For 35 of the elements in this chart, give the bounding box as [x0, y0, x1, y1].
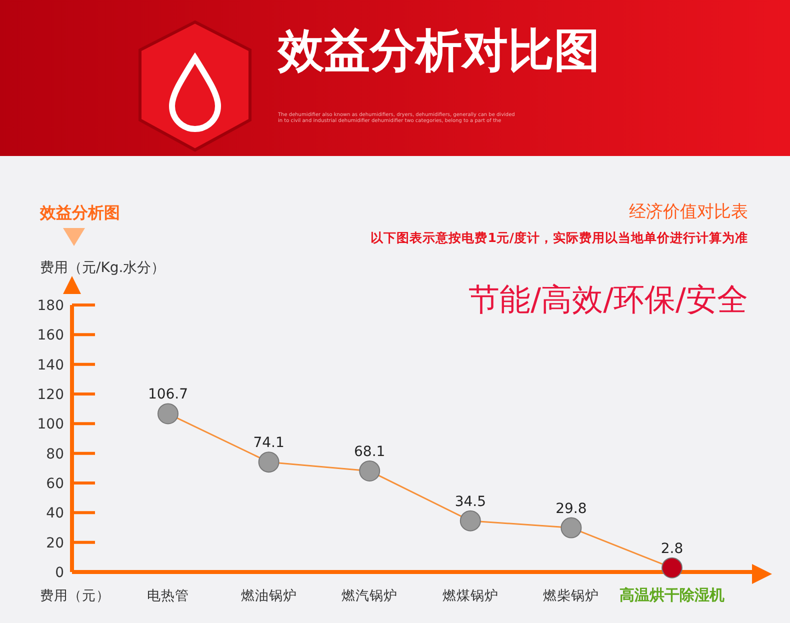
text: 以下图表示意按电费1元/度计，实际费用以当地单价进行计算为准	[370, 230, 748, 245]
x-tick-label: 燃柴锅炉	[543, 588, 600, 604]
point	[258, 452, 280, 473]
data-label: 74.1	[253, 435, 284, 452]
text: 经济价值对比表	[629, 202, 748, 222]
data-label: 2.8	[660, 540, 684, 557]
y-tick-label: 20	[46, 535, 64, 552]
y-tick-label: 0	[55, 565, 64, 581]
x-tick-label: 燃油锅炉	[240, 588, 297, 604]
point	[359, 460, 380, 482]
y-tick-label: 40	[46, 506, 64, 522]
data-label: 106.7	[148, 386, 188, 403]
y-tick-label: 60	[46, 476, 64, 492]
x-axis-title: 费用（元）	[40, 588, 110, 604]
y-tick-label: 160	[37, 328, 64, 344]
x-tick-label: 电热管	[147, 588, 189, 604]
x-tick-label: 燃汽锅炉	[342, 588, 398, 604]
data-label: 68.1	[354, 444, 386, 460]
data-label: 34.5	[454, 494, 486, 510]
point	[560, 517, 582, 538]
point	[158, 403, 178, 424]
point	[460, 510, 481, 532]
annotation: 节能/高效/环保/安全	[468, 282, 748, 318]
y-tick-label: 100	[37, 416, 64, 433]
y-tick-label: 180	[37, 298, 64, 314]
point	[662, 557, 682, 578]
y-axis-title: 费用（元/Kg.水分）	[40, 260, 166, 276]
chart-title: 效益分析对比图	[277, 23, 600, 77]
chart-subtitle: 效益分析图	[39, 203, 120, 222]
y-tick-label: 120	[37, 387, 64, 403]
x-tick-label: 燃煤锅炉	[442, 588, 498, 604]
x-tick-label: 高温烘干除湿机	[620, 586, 724, 604]
y-tick-label: 80	[46, 446, 64, 462]
data-label: 29.8	[556, 500, 587, 517]
y-tick-label: 140	[37, 357, 64, 374]
